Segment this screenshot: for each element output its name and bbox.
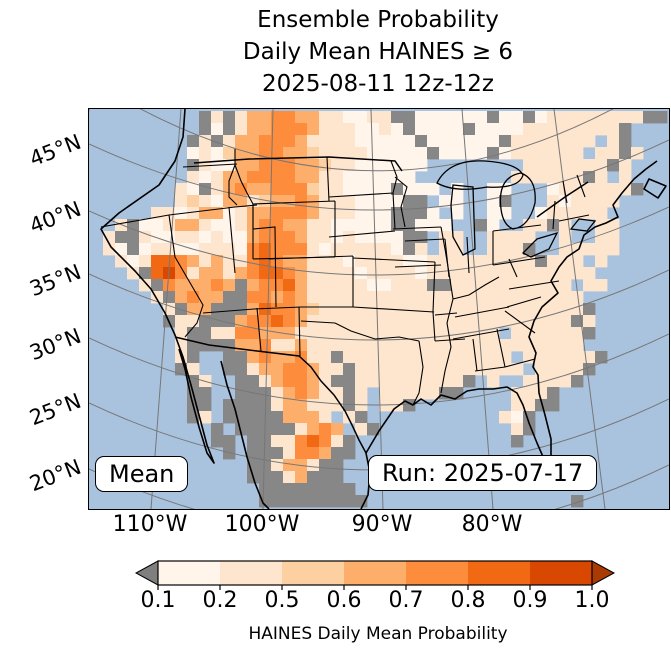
colorbar-segment	[344, 561, 407, 585]
colorbar-tick-label-0.7: 0.7	[388, 588, 424, 613]
lat-tick-label-35°N: 35°N	[26, 259, 85, 302]
run-date-box: Run: 2025-07-17	[368, 455, 598, 491]
lon-tick-label-80°W: 80°W	[461, 512, 523, 537]
great-lakes-outline	[436, 160, 597, 258]
colorbar	[134, 560, 616, 590]
colorbar-over-arrow	[591, 560, 616, 586]
lon-tick-label-110°W: 110°W	[112, 512, 188, 537]
colorbar-tick-label-1.0: 1.0	[574, 588, 610, 613]
lon-tick-label-100°W: 100°W	[224, 512, 300, 537]
colorbar-segment	[282, 561, 345, 585]
lon-tick-label-90°W: 90°W	[351, 512, 413, 537]
run-date-label: Run: 2025-07-17	[382, 459, 584, 487]
colorbar-frame	[157, 560, 593, 586]
chart-title: Ensemble Probability Daily Mean HAINES ≥…	[88, 4, 668, 100]
colorbar-tick-label-0.5: 0.5	[264, 588, 300, 613]
colorbar-under-arrow	[134, 560, 159, 586]
lat-tick-label-30°N: 30°N	[26, 323, 85, 366]
title-line-2: Daily Mean HAINES ≥ 6	[242, 39, 514, 65]
stat-type-box: Mean	[95, 456, 189, 492]
map-canvas	[88, 108, 670, 510]
state-borders	[100, 149, 590, 406]
title-line-3: 2025-08-11 12z-12z	[262, 71, 494, 97]
colorbar-tick-label-0.1: 0.1	[140, 588, 176, 613]
colorbar-tick-label-0.9: 0.9	[512, 588, 548, 613]
colorbar-tick-label-0.2: 0.2	[202, 588, 238, 613]
lat-tick-label-25°N: 25°N	[26, 388, 85, 431]
stat-type-label: Mean	[109, 460, 175, 488]
probability-cells	[103, 111, 668, 508]
colorbar-tick-label-0.6: 0.6	[326, 588, 362, 613]
colorbar-segment	[220, 561, 283, 585]
colorbar-label: HAINES Daily Mean Probability	[248, 624, 508, 644]
lat-tick-label-20°N: 20°N	[26, 454, 85, 497]
lat-tick-label-40°N: 40°N	[26, 196, 85, 239]
lat-tick-label-45°N: 45°N	[26, 129, 85, 172]
colorbar-segment	[406, 561, 469, 585]
colorbar-segment	[468, 561, 531, 585]
colorbar-tick-label-0.8: 0.8	[450, 588, 486, 613]
colorbar-segment	[158, 561, 221, 585]
title-line-1: Ensemble Probability	[257, 7, 499, 33]
national-borders	[174, 156, 589, 454]
probability-map	[89, 109, 669, 509]
colorbar-segment	[530, 561, 593, 585]
